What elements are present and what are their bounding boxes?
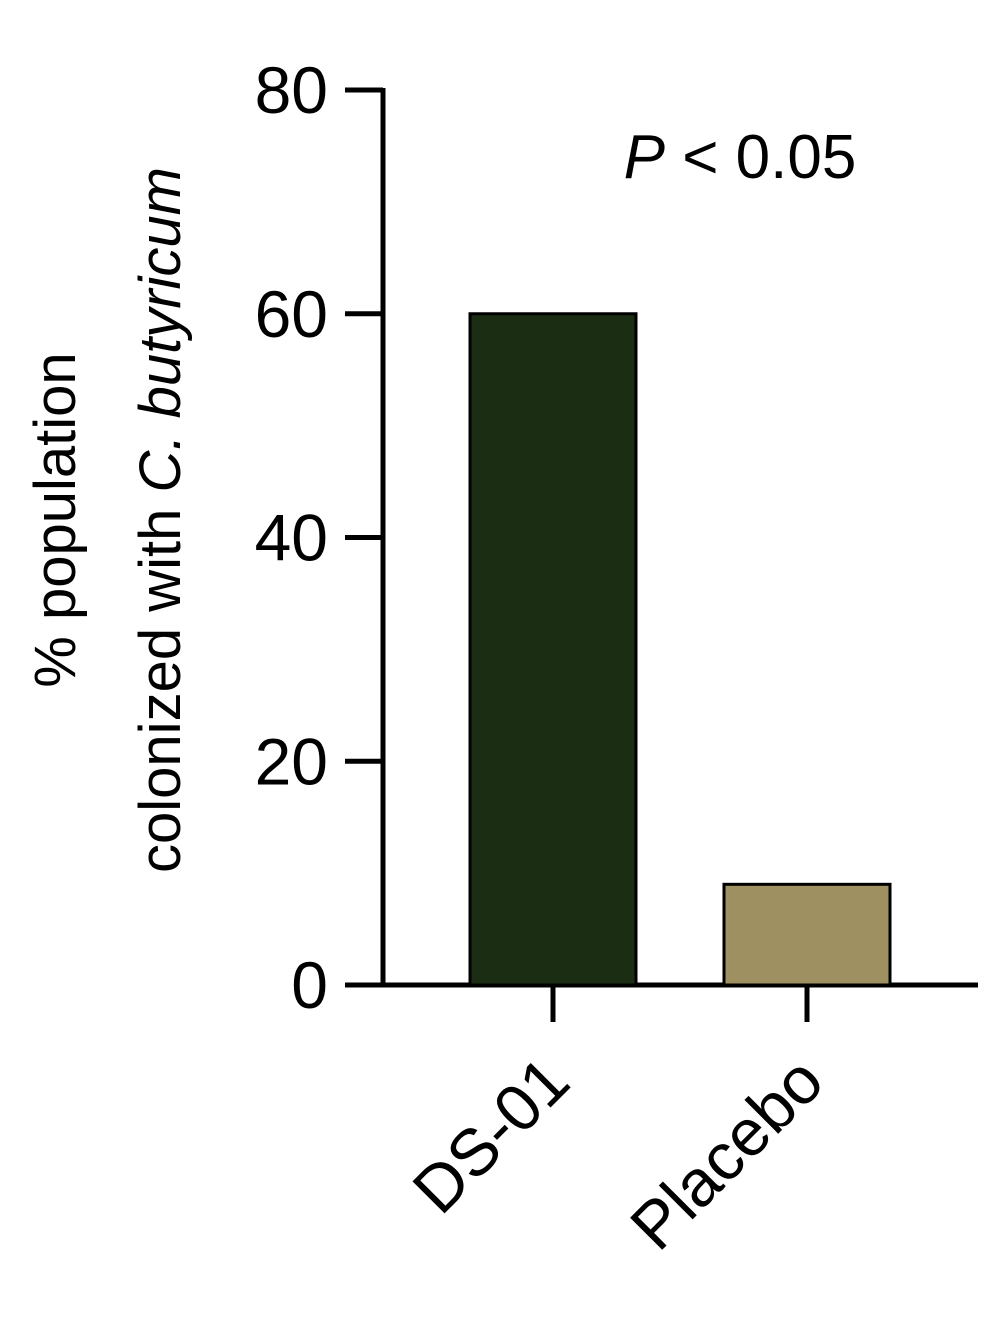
- annotation: P < 0.05: [624, 123, 857, 192]
- y-label-line1: % population: [23, 352, 88, 687]
- y-label-italic: C. butyricum: [128, 167, 193, 493]
- y-label-text: colonized with: [128, 509, 193, 873]
- y-axis-label: % population colonized with C. butyricum: [23, 167, 193, 873]
- annotation-text: < 0.05: [682, 123, 856, 192]
- y-tick-label: 40: [255, 501, 328, 575]
- y-tick-label: 80: [255, 53, 328, 127]
- annotation-p: P: [624, 123, 665, 192]
- y-tick-label: 60: [255, 277, 328, 351]
- y-tick-label: 20: [255, 724, 328, 798]
- y-label-line2: colonized with C. butyricum: [128, 167, 193, 873]
- x-tick-label: Placebo: [616, 1043, 837, 1264]
- y-tick-label: 0: [291, 948, 328, 1022]
- bar: [468, 312, 638, 987]
- bar: [722, 882, 892, 987]
- x-tick-label: DS-01: [398, 1043, 583, 1228]
